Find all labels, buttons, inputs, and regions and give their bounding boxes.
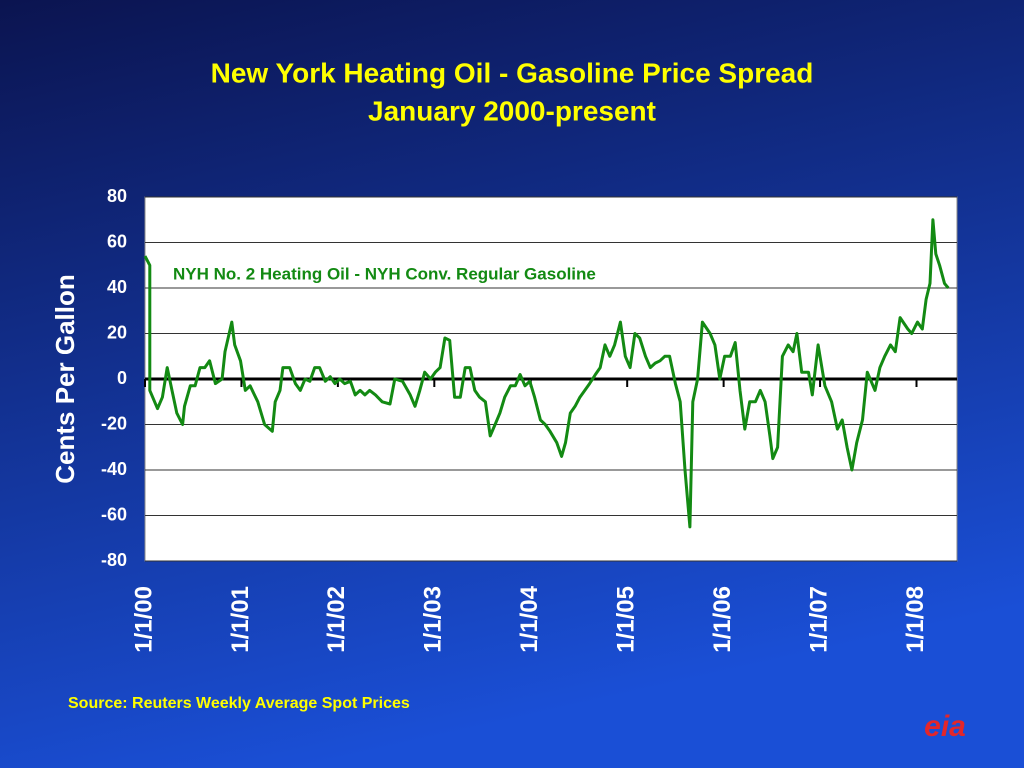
x-tick-label: 1/1/05 — [613, 586, 640, 653]
y-axis-title: Cents Per Gallon — [50, 274, 80, 484]
y-tick-label: -60 — [101, 504, 127, 524]
data-line — [143, 218, 950, 529]
x-tick-label: 1/1/03 — [420, 586, 447, 653]
x-tick-label: 1/1/02 — [323, 586, 350, 653]
source-note: Source: Reuters Weekly Average Spot Pric… — [68, 695, 410, 712]
y-tick-label: 20 — [107, 322, 127, 342]
logo: eia — [924, 710, 966, 743]
series-label: NYH No. 2 Heating Oil - NYH Conv. Regula… — [173, 264, 596, 283]
y-tick-label: 0 — [117, 368, 127, 388]
y-tick-label: -20 — [101, 413, 127, 433]
chart-title: New York Heating Oil - Gasoline Price Sp… — [211, 57, 814, 88]
y-tick-label: -40 — [101, 459, 127, 479]
x-tick-label: 1/1/08 — [902, 586, 929, 653]
x-tick-label: 1/1/00 — [130, 586, 157, 653]
x-tick-label: 1/1/06 — [709, 586, 736, 653]
x-tick-label: 1/1/01 — [227, 586, 254, 653]
y-tick-label: 40 — [107, 277, 127, 297]
y-tick-label: 80 — [107, 186, 127, 206]
y-tick-label: -80 — [101, 550, 127, 570]
chart-subtitle: January 2000-present — [368, 95, 656, 126]
y-tick-label: 60 — [107, 231, 127, 251]
x-tick-label: 1/1/07 — [805, 586, 832, 653]
x-tick-label: 1/1/04 — [516, 585, 543, 652]
